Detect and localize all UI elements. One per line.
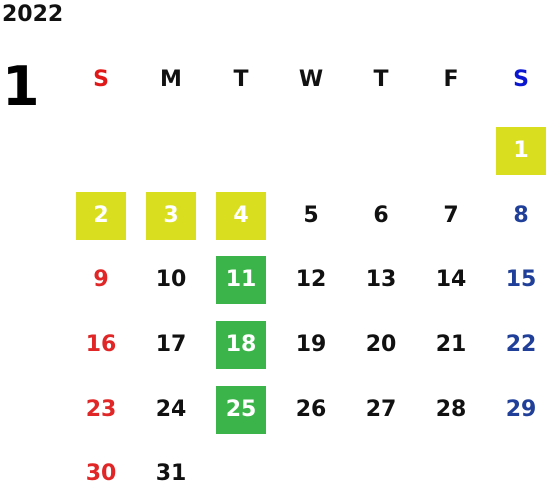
day-cell[interactable]: 3	[146, 192, 196, 240]
calendar-month: 1	[2, 55, 40, 118]
day-cell[interactable]: 9	[93, 267, 109, 292]
day-cell[interactable]: 8	[513, 203, 529, 228]
day-cell[interactable]: 5	[303, 203, 319, 228]
day-cell[interactable]: 13	[365, 267, 397, 292]
day-cell[interactable]: 2	[76, 192, 126, 240]
day-cell[interactable]: 12	[295, 267, 327, 292]
day-cell[interactable]: 19	[295, 332, 327, 357]
weekday-label: W	[298, 67, 324, 92]
day-cell[interactable]: 21	[435, 332, 467, 357]
weekday-label: S	[513, 67, 529, 92]
day-cell[interactable]: 26	[295, 397, 327, 422]
weekday-label: S	[93, 67, 109, 92]
day-cell[interactable]: 11	[216, 256, 266, 304]
day-cell[interactable]: 24	[155, 397, 187, 422]
weekday-label: F	[443, 67, 459, 92]
day-cell[interactable]: 16	[85, 332, 117, 357]
day-cell[interactable]: 4	[216, 192, 266, 240]
day-cell[interactable]: 22	[505, 332, 537, 357]
day-cell[interactable]: 14	[435, 267, 467, 292]
day-cell[interactable]: 27	[365, 397, 397, 422]
day-cell[interactable]: 18	[216, 321, 266, 369]
day-cell[interactable]: 17	[155, 332, 187, 357]
day-cell[interactable]: 30	[85, 461, 117, 486]
day-cell[interactable]: 28	[435, 397, 467, 422]
day-cell[interactable]: 29	[505, 397, 537, 422]
day-cell[interactable]: 31	[155, 461, 187, 486]
day-cell[interactable]: 10	[155, 267, 187, 292]
day-cell[interactable]: 23	[85, 397, 117, 422]
day-cell[interactable]: 7	[443, 203, 459, 228]
weekday-label: T	[373, 67, 389, 92]
weekday-label: M	[160, 67, 182, 92]
day-cell[interactable]: 20	[365, 332, 397, 357]
day-cell[interactable]: 15	[505, 267, 537, 292]
day-cell[interactable]: 25	[216, 386, 266, 434]
day-cell[interactable]: 1	[496, 127, 546, 175]
calendar-year: 2022	[2, 2, 64, 27]
weekday-label: T	[233, 67, 249, 92]
day-cell[interactable]: 6	[373, 203, 389, 228]
